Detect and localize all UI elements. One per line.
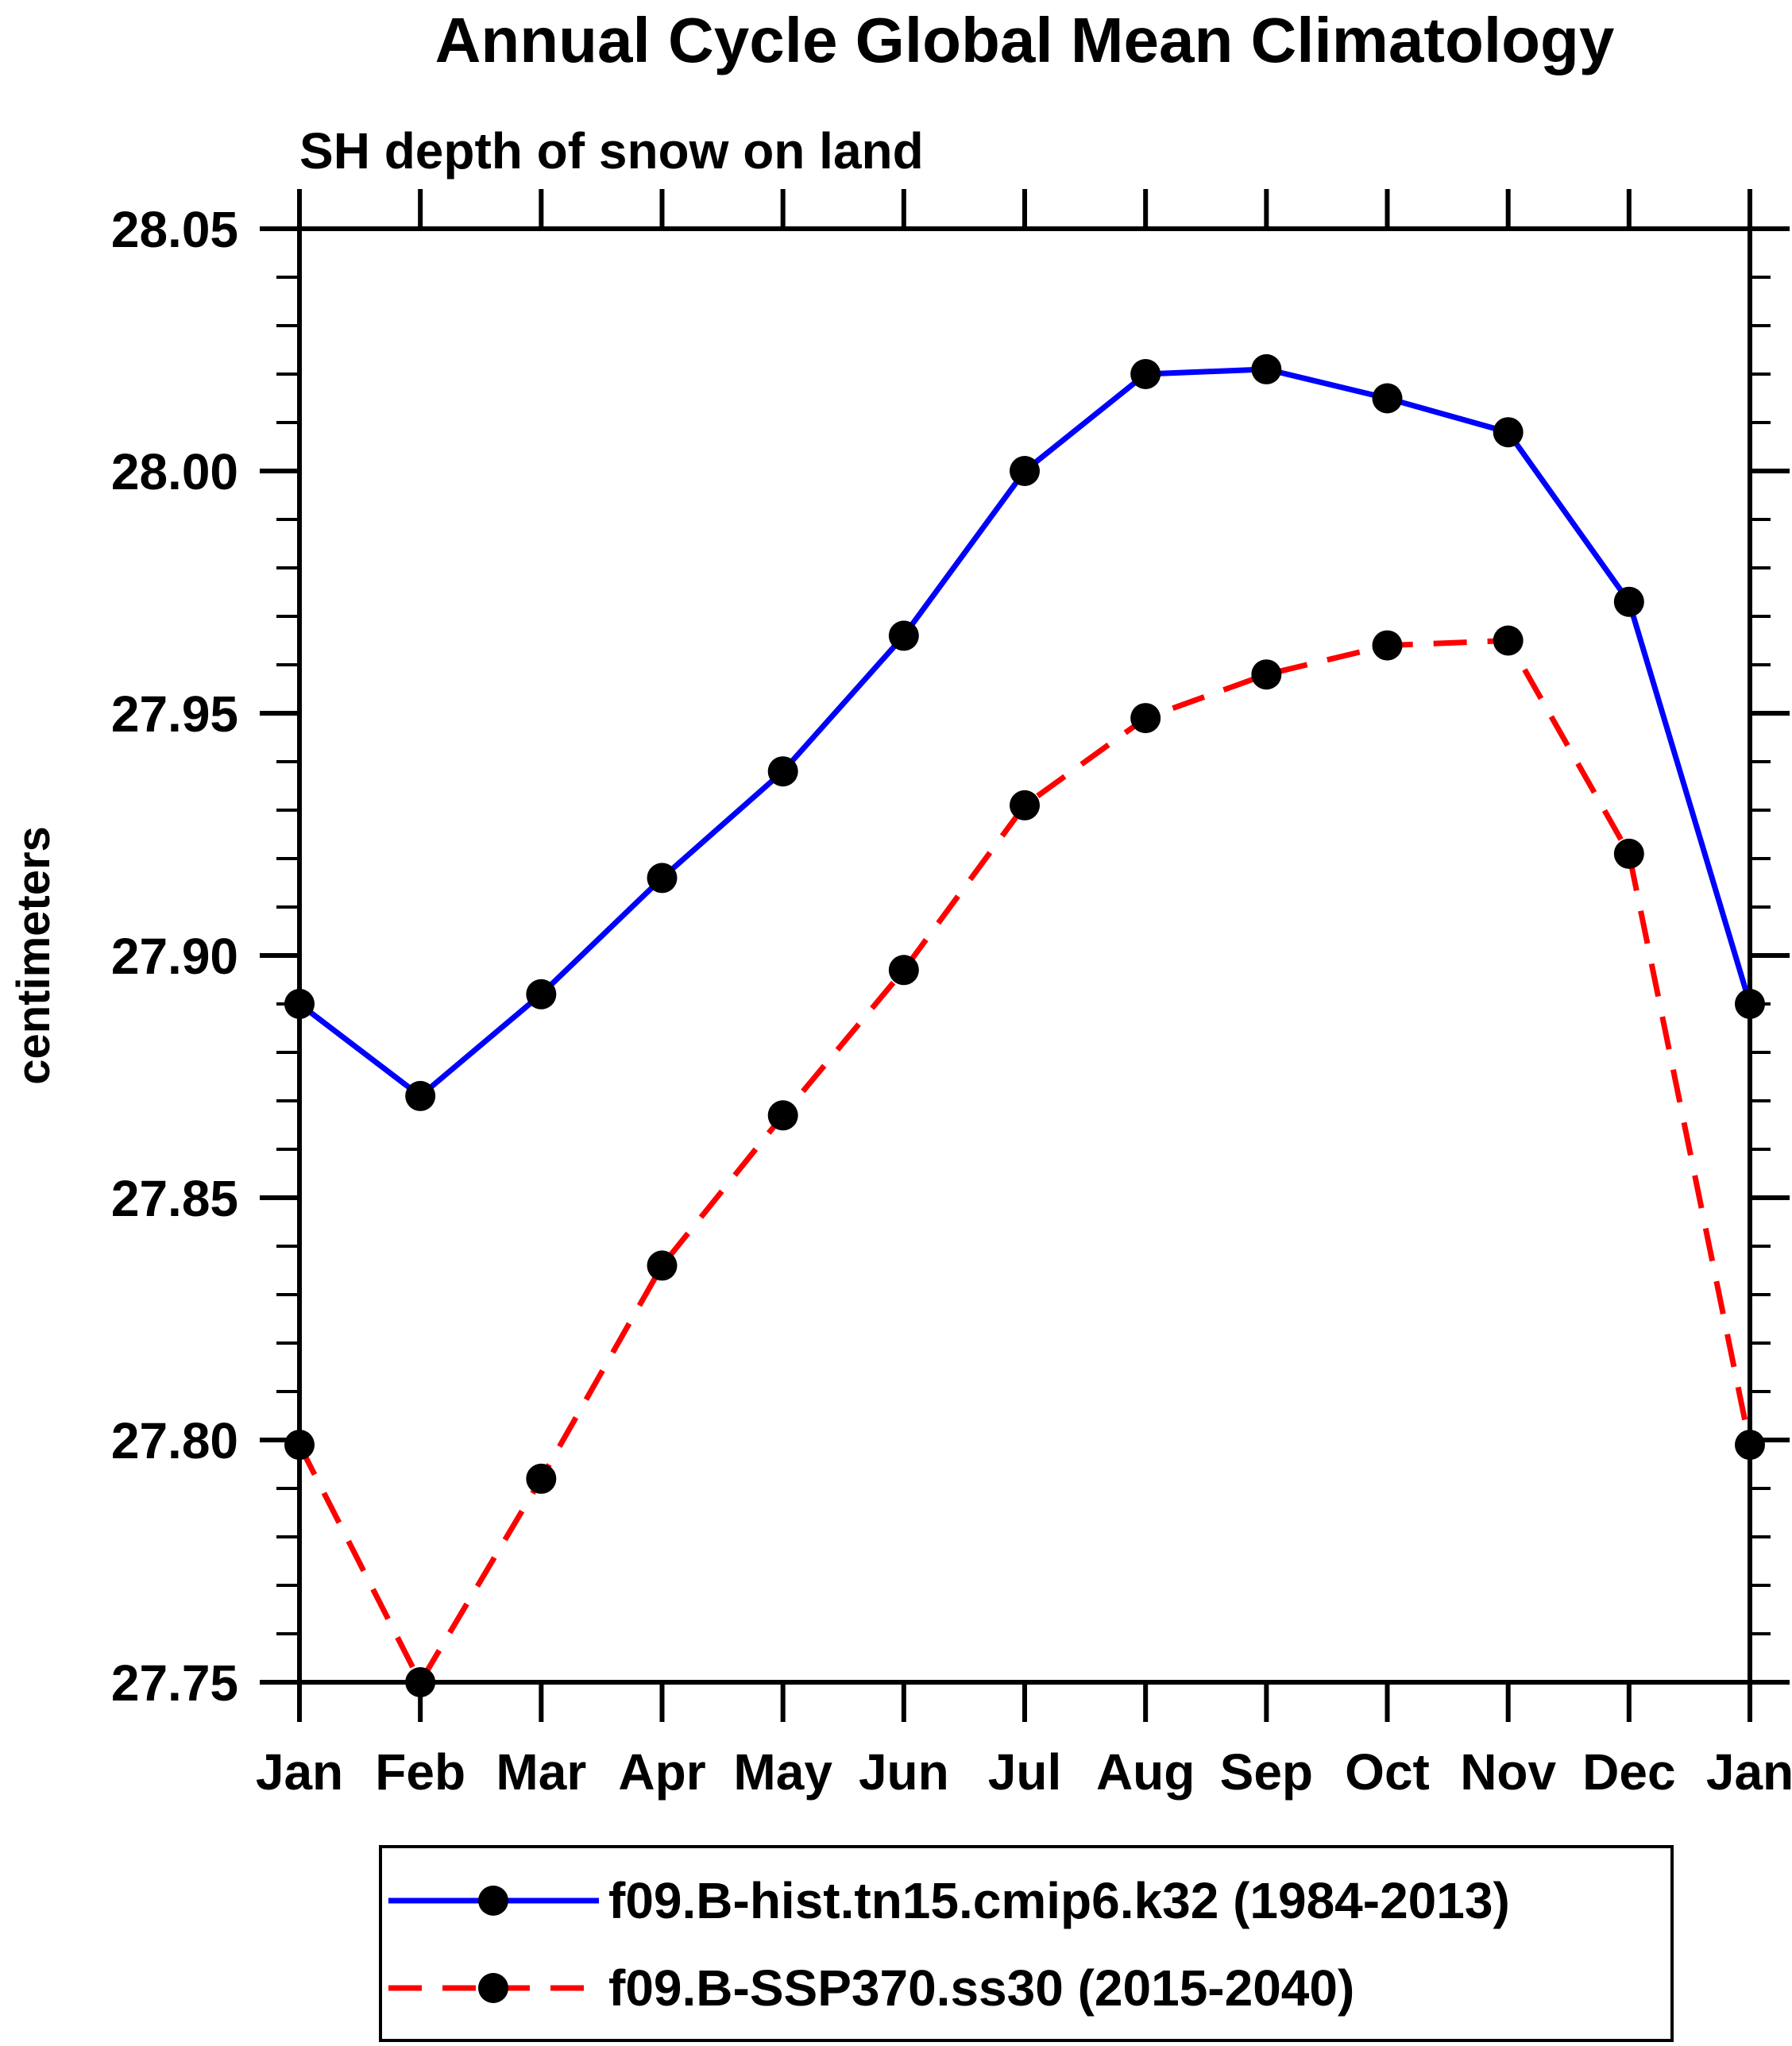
y-tick-label: 28.05 — [111, 201, 238, 258]
y-tick-label: 27.90 — [111, 928, 238, 985]
data-point-marker — [526, 979, 557, 1009]
x-tick-label: Nov — [1460, 1743, 1556, 1801]
y-tick-label: 27.95 — [111, 685, 238, 743]
data-point-marker — [526, 1463, 557, 1494]
legend-marker-1 — [478, 1973, 508, 2003]
data-point-marker — [1613, 586, 1644, 617]
data-point-marker — [405, 1080, 436, 1111]
x-tick-label: Dec — [1582, 1743, 1675, 1801]
legend: f09.B-hist.tn15.cmip6.k32 (1984-2013) f09… — [379, 1845, 1674, 2042]
x-tick-label: Jun — [859, 1743, 949, 1801]
x-tick-label: Mar — [496, 1743, 586, 1801]
data-point-marker — [405, 1667, 436, 1697]
data-point-marker — [1493, 625, 1524, 656]
data-point-marker — [1735, 1430, 1765, 1461]
data-point-marker — [1010, 789, 1040, 820]
legend-label-0: f09.B-hist.tn15.cmip6.k32 (1984-2013) — [608, 1872, 1510, 1929]
x-tick-label: Jan — [1706, 1743, 1792, 1801]
data-point-marker — [1251, 659, 1282, 690]
x-tick-label: Jan — [256, 1743, 343, 1801]
plot-frame — [297, 226, 1752, 1685]
y-tick-label: 27.80 — [111, 1412, 238, 1469]
axes-layer: 28.05 28.00 27.95 27.90 27.85 27.80 27.75 Jan Fe… — [111, 189, 1792, 1801]
data-point-marker — [1251, 353, 1282, 384]
data-point-marker — [1372, 630, 1403, 661]
data-point-marker — [767, 1100, 798, 1131]
x-tick-label: Sep — [1220, 1743, 1313, 1801]
data-point-marker — [1493, 417, 1524, 448]
data-point-marker — [888, 955, 919, 986]
data-point-marker — [767, 756, 798, 787]
y-axis-label: centimeters — [8, 826, 60, 1085]
data-point-marker — [284, 1430, 315, 1461]
data-point-marker — [1010, 456, 1040, 486]
data-point-marker — [647, 1250, 678, 1281]
x-tick-label: Aug — [1096, 1743, 1195, 1801]
data-point-marker — [1130, 703, 1161, 734]
x-tick-label: Oct — [1345, 1743, 1430, 1801]
x-tick-label: Feb — [375, 1743, 465, 1801]
data-point-marker — [1130, 359, 1161, 389]
chart-subtitle: SH depth of snow on land — [299, 122, 924, 180]
chart-title: Annual Cycle Global Mean Climatology — [435, 5, 1615, 75]
y-tick-label: 28.00 — [111, 443, 238, 500]
data-point-marker — [284, 989, 315, 1019]
y-tick-label: 27.85 — [111, 1170, 238, 1227]
data-point-marker — [1735, 989, 1765, 1019]
series-layer — [284, 353, 1765, 1697]
data-point-marker — [1613, 838, 1644, 869]
data-point-marker — [647, 863, 678, 894]
data-point-marker — [1372, 383, 1403, 414]
y-tick-label: 27.75 — [111, 1654, 238, 1712]
legend-marker-0 — [478, 1886, 508, 1916]
legend-box — [379, 1845, 1674, 2042]
x-tick-label: May — [733, 1743, 832, 1801]
data-point-marker — [888, 620, 919, 651]
x-tick-label: Apr — [618, 1743, 705, 1801]
legend-label-1: f09.B-SSP370.ss30 (2015-2040) — [608, 1959, 1354, 2017]
x-tick-label: Jul — [988, 1743, 1061, 1801]
